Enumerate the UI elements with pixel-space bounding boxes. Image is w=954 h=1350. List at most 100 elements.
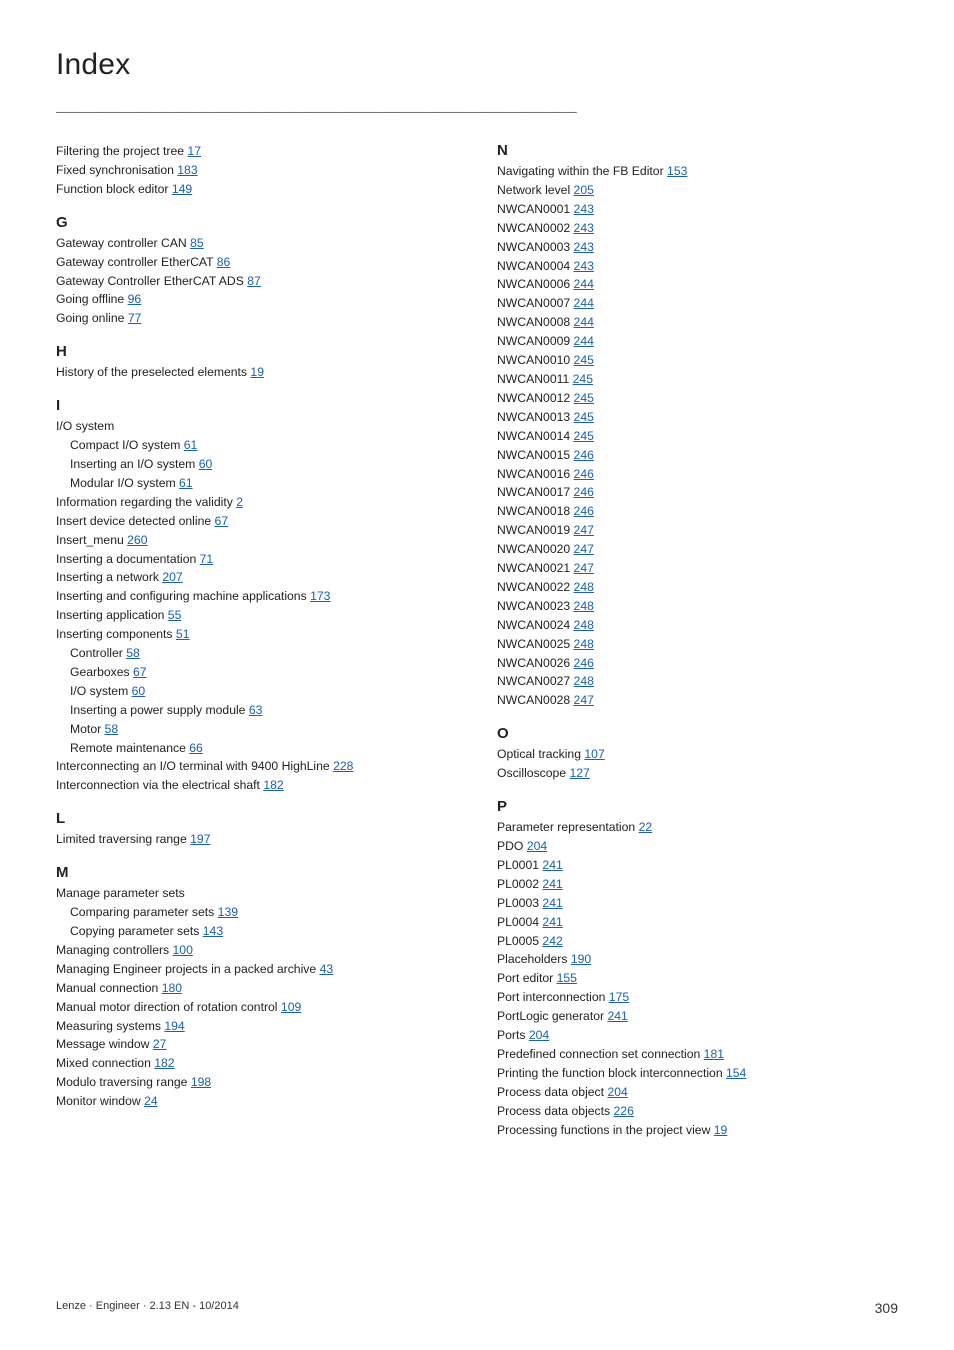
page-link[interactable]: 194 [164,1019,184,1033]
page-link[interactable]: 228 [333,759,353,773]
page-link[interactable]: 243 [574,202,594,216]
page-link[interactable]: 244 [574,315,594,329]
page-link[interactable]: 60 [132,684,146,698]
page-link[interactable]: 226 [614,1104,634,1118]
page-link[interactable]: 241 [542,915,562,929]
page-link[interactable]: 19 [714,1123,728,1137]
page-link[interactable]: 58 [105,722,119,736]
page-link[interactable]: 183 [177,163,197,177]
page-link[interactable]: 248 [574,618,594,632]
page-link[interactable]: 260 [127,533,147,547]
page-link[interactable]: 100 [173,943,193,957]
page-link[interactable]: 243 [574,240,594,254]
page-link[interactable]: 182 [154,1056,174,1070]
page-link[interactable]: 245 [574,391,594,405]
index-entry: Insert device detected online 67 [56,512,457,531]
index-entry: Manage parameter sets [56,884,457,903]
page-link[interactable]: 66 [189,741,203,755]
page-link[interactable]: 243 [574,221,594,235]
page-link[interactable]: 207 [162,570,182,584]
page-link[interactable]: 246 [574,656,594,670]
page-link[interactable]: 155 [557,971,577,985]
page-link[interactable]: 51 [176,627,190,641]
page-link[interactable]: 63 [249,703,263,717]
index-entry: NWCAN0025 248 [497,635,898,654]
page-link[interactable]: 19 [250,365,264,379]
page-link[interactable]: 241 [607,1009,627,1023]
page-link[interactable]: 127 [569,766,589,780]
page-link[interactable]: 96 [128,292,142,306]
page-link[interactable]: 2 [236,495,243,509]
page-link[interactable]: 61 [179,476,193,490]
index-entry: NWCAN0008 244 [497,313,898,332]
page-link[interactable]: 61 [184,438,198,452]
page-link[interactable]: 58 [126,646,140,660]
page-link[interactable]: 245 [573,372,593,386]
page-link[interactable]: 107 [584,747,604,761]
page-link[interactable]: 77 [128,311,142,325]
page-link[interactable]: 204 [529,1028,549,1042]
page-link[interactable]: 247 [574,693,594,707]
page-link[interactable]: 67 [133,665,147,679]
page-link[interactable]: 204 [607,1085,627,1099]
page-link[interactable]: 154 [726,1066,746,1080]
page-link[interactable]: 85 [190,236,204,250]
page-link[interactable]: 205 [574,183,594,197]
page-link[interactable]: 143 [203,924,223,938]
page-link[interactable]: 244 [574,296,594,310]
page-link[interactable]: 242 [542,934,562,948]
index-entry: PL0004 241 [497,913,898,932]
page-link[interactable]: 24 [144,1094,158,1108]
page-link[interactable]: 246 [574,504,594,518]
page-link[interactable]: 246 [574,467,594,481]
page-link[interactable]: 246 [574,485,594,499]
page-link[interactable]: 182 [263,778,283,792]
page: Index __________________________________… [0,0,954,1350]
page-link[interactable]: 246 [574,448,594,462]
index-entry: NWCAN0012 245 [497,389,898,408]
page-link[interactable]: 180 [162,981,182,995]
page-link[interactable]: 247 [574,561,594,575]
page-link[interactable]: 245 [574,410,594,424]
page-link[interactable]: 139 [218,905,238,919]
index-entry-text: Inserting a power supply module [70,703,245,717]
page-link[interactable]: 241 [542,858,562,872]
page-link[interactable]: 248 [574,599,594,613]
page-link[interactable]: 248 [574,674,594,688]
page-link[interactable]: 60 [199,457,213,471]
page-link[interactable]: 71 [200,552,214,566]
page-link[interactable]: 27 [153,1037,167,1051]
page-link[interactable]: 55 [168,608,182,622]
page-link[interactable]: 190 [571,952,591,966]
page-link[interactable]: 67 [215,514,229,528]
page-link[interactable]: 86 [217,255,231,269]
page-link[interactable]: 204 [527,839,547,853]
page-link[interactable]: 247 [574,542,594,556]
page-link[interactable]: 181 [704,1047,724,1061]
page-link[interactable]: 245 [574,429,594,443]
page-link[interactable]: 109 [281,1000,301,1014]
page-link[interactable]: 198 [191,1075,211,1089]
page-link[interactable]: 248 [574,580,594,594]
page-link[interactable]: 173 [310,589,330,603]
page-link[interactable]: 175 [609,990,629,1004]
page-link[interactable]: 149 [172,182,192,196]
index-entry-text: Comparing parameter sets [70,905,214,919]
page-link[interactable]: 43 [320,962,334,976]
page-link[interactable]: 243 [574,259,594,273]
index-entry-text: NWCAN0004 [497,259,570,273]
page-link[interactable]: 245 [574,353,594,367]
page-link[interactable]: 17 [187,144,201,158]
page-link[interactable]: 153 [667,164,687,178]
page-link[interactable]: 197 [190,832,210,846]
page-link[interactable]: 244 [574,334,594,348]
page-link[interactable]: 241 [542,877,562,891]
page-link[interactable]: 241 [542,896,562,910]
page-link[interactable]: 87 [247,274,261,288]
page-link[interactable]: 22 [639,820,653,834]
page-link[interactable]: 248 [574,637,594,651]
index-entry: Gateway controller CAN 85 [56,234,457,253]
page-link[interactable]: 247 [574,523,594,537]
page-link[interactable]: 244 [574,277,594,291]
index-entry-text: Inserting components [56,627,173,641]
